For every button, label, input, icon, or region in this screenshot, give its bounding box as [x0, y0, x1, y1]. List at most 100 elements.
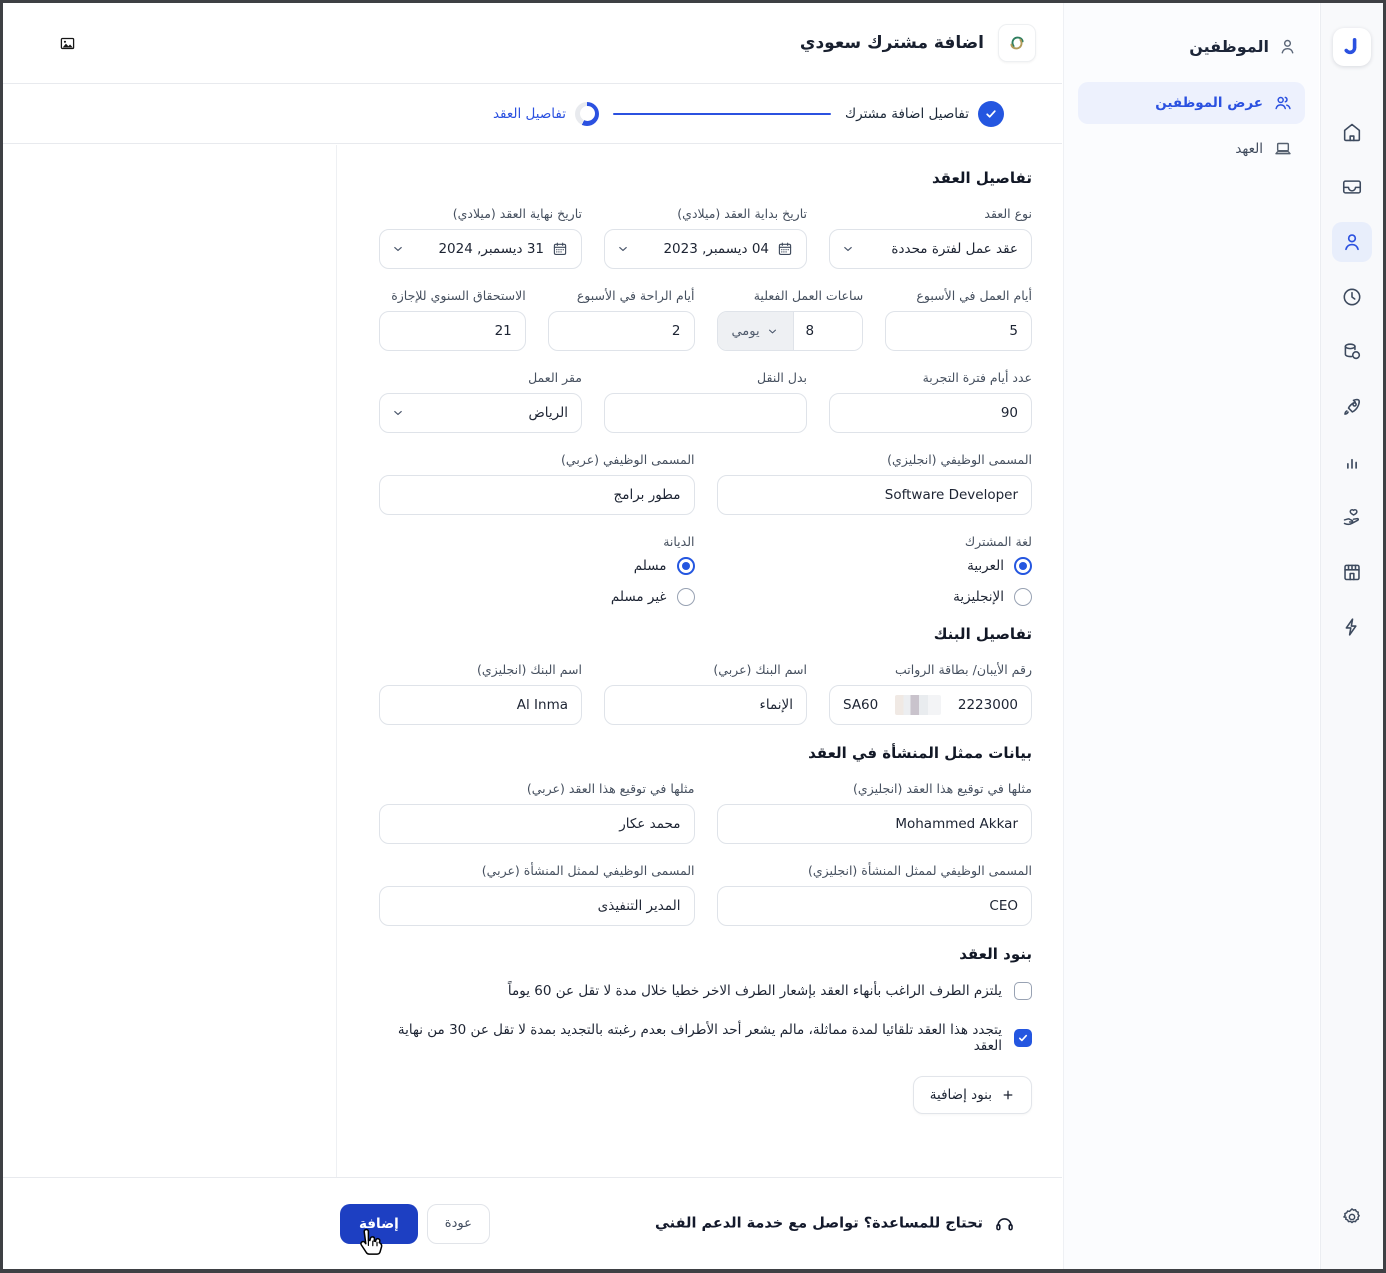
- payroll-icon[interactable]: [1332, 332, 1372, 372]
- person-icon: [1278, 37, 1297, 56]
- empty-side-area: [3, 145, 336, 1177]
- sidebar-header: الموظفين: [1078, 37, 1305, 56]
- page-title: اضافة مشترك سعودي: [799, 33, 984, 53]
- annual-leave-input[interactable]: 21: [379, 311, 526, 351]
- footer-bar: تحتاج للمساعدة؟ تواصل مع خدمة الدعم الفن…: [3, 1177, 1062, 1269]
- plus-icon: [1001, 1088, 1015, 1102]
- radio-religion-muslim[interactable]: مسلم: [379, 557, 695, 575]
- rep-name-ar-input[interactable]: محمد عكار: [379, 804, 695, 844]
- stepper-connector: [613, 112, 831, 115]
- job-title-en-value: Software Developer: [884, 487, 1018, 503]
- iban-input[interactable]: SA60 2223000: [829, 685, 1032, 725]
- contract-form: تفاصيل العقد نوع العقد عقد عمل لفترة محد…: [336, 145, 1062, 1177]
- rocket-icon[interactable]: [1332, 387, 1372, 427]
- radio-label: العربية: [967, 558, 1004, 574]
- field-label-language: لغة المشترك: [964, 534, 1032, 549]
- sidebar-panel: الموظفين عرض الموظفين العهد: [1063, 3, 1319, 1269]
- chevron-down-icon: [616, 242, 630, 256]
- end-date-picker[interactable]: 31 ديسمبر, 2024: [379, 229, 582, 269]
- page-header: اضافة مشترك سعودي: [3, 3, 1062, 84]
- job-title-ar-input[interactable]: مطور برامج: [379, 475, 695, 515]
- stepper: تفاصيل اضافة مشترك تفاصيل العقد: [3, 84, 1062, 144]
- field-label-rep-title-en: المسمى الوظيفي لممثل المنشأة (انجليزي): [807, 863, 1032, 878]
- contract-type-select[interactable]: عقد عمل لفترة محددة: [829, 229, 1032, 269]
- add-clauses-button[interactable]: بنود إضافية: [912, 1076, 1032, 1114]
- field-label-work-location: مقر العمل: [528, 370, 582, 385]
- field-label-work-days: أيام العمل في الأسبوع: [916, 288, 1032, 303]
- inbox-icon[interactable]: [1332, 167, 1372, 207]
- start-date-picker[interactable]: 04 ديسمبر, 2023: [604, 229, 807, 269]
- bank-name-ar-input[interactable]: الإنماء: [604, 685, 807, 725]
- broken-image-icon: [59, 35, 76, 52]
- clause-label: يلتزم الطرف الراغب بأنهاء العقد بإشعار ا…: [507, 983, 1002, 999]
- work-hours-input[interactable]: 8: [793, 312, 863, 350]
- rep-name-ar-value: محمد عكار: [619, 816, 681, 832]
- step-contract-details: تفاصيل العقد: [492, 101, 599, 126]
- bank-name-en-input[interactable]: Al Inma: [379, 685, 582, 725]
- section-title-representative: بيانات ممثل المنشأة في العقد: [808, 744, 1032, 762]
- time-icon[interactable]: [1332, 277, 1372, 317]
- automation-icon[interactable]: [1332, 607, 1372, 647]
- back-button[interactable]: عودة: [426, 1203, 490, 1244]
- iban-suffix: 2223000: [957, 697, 1018, 713]
- sidebar-item-custody[interactable]: العهد: [1078, 128, 1305, 170]
- support-help[interactable]: تحتاج للمساعدة؟ تواصل مع خدمة الدعم الفن…: [655, 1213, 1015, 1234]
- step-subscriber-details: تفاصيل اضافة مشترك: [845, 100, 1004, 127]
- field-label-end-date: تاريخ نهاية العقد (ميلادي): [452, 206, 582, 221]
- submit-button-label: إضافة: [359, 1215, 399, 1232]
- bank-name-ar-value: الإنماء: [759, 697, 793, 713]
- probation-days-input[interactable]: 90: [829, 393, 1032, 433]
- work-days-input[interactable]: 5: [885, 311, 1032, 351]
- calendar-icon: [777, 241, 793, 257]
- employees-icon[interactable]: [1332, 222, 1372, 262]
- team-icon: [1273, 93, 1293, 113]
- job-title-ar-value: مطور برامج: [613, 487, 681, 503]
- step-label: تفاصيل اضافة مشترك: [845, 105, 969, 122]
- reports-icon[interactable]: [1332, 442, 1372, 482]
- headset-icon: [994, 1213, 1015, 1234]
- jisr-logo[interactable]: [1333, 28, 1371, 66]
- rep-title-ar-input[interactable]: المدير التنفيذى: [379, 886, 695, 926]
- rest-days-input[interactable]: 2: [547, 311, 695, 351]
- clause-checkbox-termination-notice[interactable]: يلتزم الطرف الراغب بأنهاء العقد بإشعار ا…: [379, 982, 1032, 1000]
- rest-days-value: 2: [671, 323, 681, 339]
- submit-button[interactable]: إضافة: [340, 1203, 418, 1255]
- radio-selected-icon: [1014, 557, 1032, 575]
- clause-checkbox-auto-renewal[interactable]: يتجدد هذا العقد تلقائيا لمدة مماثلة، مال…: [379, 1022, 1032, 1054]
- checkbox-unchecked-icon: [1014, 982, 1032, 1000]
- step-progress-ring: [575, 101, 599, 126]
- rep-title-en-input[interactable]: CEO: [716, 886, 1032, 926]
- field-label-bank-en: اسم البنك (انجليزي): [477, 662, 582, 677]
- marketplace-icon[interactable]: [1332, 552, 1372, 592]
- main-area: اضافة مشترك سعودي تفاصيل اضافة مشترك تفا…: [3, 3, 1062, 1269]
- probation-days-value: 90: [1000, 405, 1018, 421]
- radio-language-english[interactable]: الإنجليزية: [717, 588, 1032, 606]
- home-icon[interactable]: [1332, 112, 1372, 152]
- step-label: تفاصيل العقد: [492, 105, 566, 122]
- field-label-iban: رقم الأيبان/ بطاقة الرواتب: [895, 662, 1032, 677]
- sidebar-item-view-employees[interactable]: عرض الموظفين: [1078, 82, 1305, 124]
- sidebar-title: الموظفين: [1189, 37, 1269, 56]
- rep-name-en-input[interactable]: Mohammed Akkar: [716, 804, 1032, 844]
- sidebar-item-label: عرض الموظفين: [1155, 95, 1263, 111]
- chevron-down-icon: [391, 406, 405, 420]
- calendar-icon: [552, 241, 568, 257]
- radio-language-arabic[interactable]: العربية: [717, 557, 1032, 575]
- field-label-rep-name-ar: مثلها في توقيع هذا العقد (عربي): [526, 781, 695, 796]
- field-label-start-date: تاريخ بداية العقد (ميلادي): [677, 206, 807, 221]
- support-help-text: تحتاج للمساعدة؟ تواصل مع خدمة الدعم الفن…: [655, 1215, 983, 1232]
- section-title-contract: تفاصيل العقد: [932, 169, 1032, 187]
- sidebar-item-label: العهد: [1235, 141, 1263, 157]
- job-title-en-input[interactable]: Software Developer: [716, 475, 1032, 515]
- work-hours-combo: 8 يومي: [716, 311, 864, 351]
- end-date-value: 31 ديسمبر, 2024: [438, 241, 544, 257]
- work-location-select[interactable]: الرياض: [379, 393, 582, 433]
- radio-religion-non-muslim[interactable]: غير مسلم: [379, 588, 695, 606]
- benefits-icon[interactable]: [1332, 497, 1372, 537]
- transport-allowance-input[interactable]: [604, 393, 807, 433]
- field-label-probation: عدد أيام فترة التجربة: [922, 370, 1032, 385]
- step-complete-check-icon: [978, 100, 1004, 127]
- work-hours-unit-select[interactable]: يومي: [717, 312, 794, 350]
- settings-icon[interactable]: [1332, 1197, 1372, 1237]
